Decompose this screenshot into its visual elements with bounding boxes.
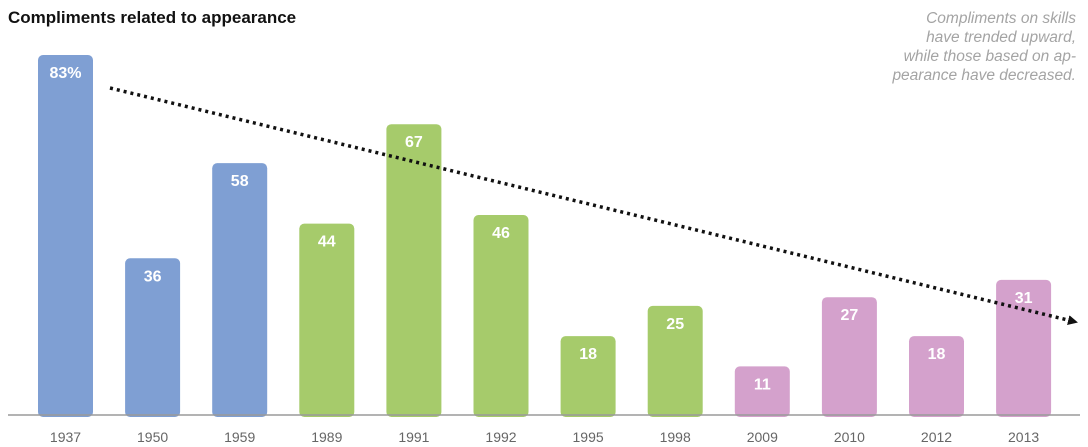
x-tick-label: 1950 [137, 429, 168, 445]
bar-1998 [647, 305, 703, 417]
bar-1989 [299, 223, 355, 417]
x-tick-label: 1995 [573, 429, 604, 445]
bar-value-label: 67 [405, 134, 423, 151]
bar-value-label: 44 [318, 234, 336, 251]
chart-title: Compliments related to appearance [8, 8, 297, 27]
bar-value-label: 31 [1015, 290, 1033, 307]
x-tick-label: 1937 [50, 429, 81, 445]
bar-value-label: 36 [144, 268, 162, 285]
bar-1950 [125, 258, 181, 417]
x-tick-label: 1959 [224, 429, 255, 445]
annotation-line: Compliments on skills [926, 10, 1076, 27]
bar-2010 [821, 297, 877, 417]
bar-value-label: 25 [666, 316, 684, 333]
bar-value-label: 18 [579, 346, 597, 363]
annotation-line: have trended upward, [926, 29, 1076, 46]
bar-2009 [734, 366, 790, 417]
annotation-line: pearance have decreased. [892, 67, 1076, 84]
x-tick-label: 2012 [921, 429, 952, 445]
trend-arrow [109, 86, 1078, 325]
x-tick-label: 1998 [660, 429, 691, 445]
annotation-line: while those based on ap- [903, 48, 1076, 65]
bars-group: 83% 36 58 44 67 46 18 25 11 27 18 31 [38, 55, 1052, 417]
x-tick-labels: 1937 1950 1959 1989 1991 1992 1995 1998 2009 2010… [50, 429, 1039, 445]
chart-annotation: Compliments on skills have trended upwar… [856, 9, 1076, 85]
x-tick-label: 1991 [398, 429, 429, 445]
bar-1992 [473, 215, 529, 417]
bar-value-label: 58 [231, 173, 249, 190]
x-tick-label: 2010 [834, 429, 865, 445]
bar-2012 [909, 336, 964, 417]
bar-value-label: 83% [49, 65, 81, 82]
bar-value-label: 27 [841, 307, 859, 324]
x-tick-label: 2009 [747, 429, 778, 445]
bar-1991 [386, 124, 442, 417]
bar-value-label: 46 [492, 225, 510, 242]
bar-value-label: 18 [928, 346, 946, 363]
bar-1937 [38, 55, 93, 417]
bar-1995 [560, 336, 616, 417]
x-tick-label: 2013 [1008, 429, 1039, 445]
x-tick-label: 1989 [311, 429, 342, 445]
bar-value-label: 11 [754, 376, 771, 393]
bar-1959 [212, 163, 268, 417]
x-tick-label: 1992 [485, 429, 516, 445]
